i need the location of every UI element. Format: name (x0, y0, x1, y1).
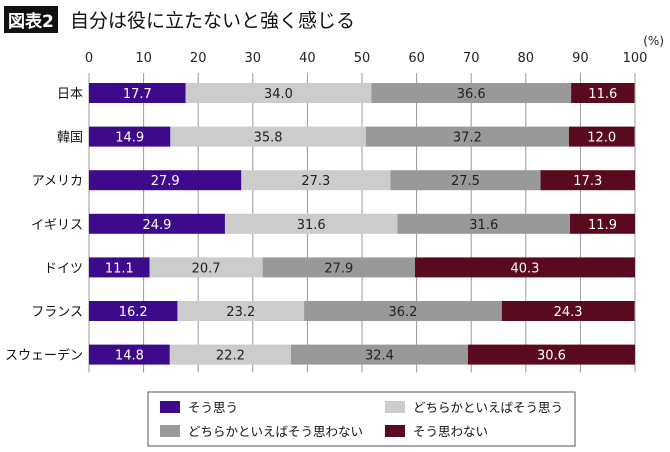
data-label: 16.2 (119, 305, 148, 320)
bar-segment (568, 126, 635, 147)
bar-segment (304, 301, 502, 321)
category-label: ドイツ (44, 261, 83, 276)
data-label: 14.8 (115, 349, 144, 364)
bar-segment (89, 213, 225, 234)
x-tick-label: 100 (623, 51, 648, 66)
bar-segment (540, 170, 635, 191)
x-tick-label: 90 (572, 51, 589, 66)
bar-segment (291, 344, 468, 365)
bar-segment (89, 83, 186, 103)
legend-swatch (160, 425, 180, 437)
bar-segment (89, 344, 170, 365)
data-label: 32.4 (365, 349, 394, 364)
legend-label: そう思う (188, 400, 238, 415)
data-label: 24.9 (143, 218, 172, 233)
bar-segment (570, 213, 635, 234)
data-label: 17.3 (573, 174, 602, 189)
bar-segment (89, 301, 178, 321)
bar-segment (224, 213, 398, 234)
bar-segment (89, 126, 171, 147)
bar-segment (262, 257, 415, 278)
data-label: 14.9 (115, 131, 144, 146)
bar-segment (571, 83, 635, 103)
data-label: 11.1 (105, 261, 134, 276)
legend-label: どちらかといえばそう思う (413, 400, 563, 415)
legend-label: どちらかといえばそう思わない (188, 424, 363, 439)
bar-segment (501, 301, 635, 321)
data-label: 22.2 (216, 349, 245, 364)
x-tick-label: 30 (245, 51, 262, 66)
data-label: 27.9 (151, 174, 180, 189)
legend-label: そう思わない (413, 424, 488, 439)
legend-swatch (160, 401, 180, 413)
legend-swatch (385, 425, 405, 437)
bar-segment (241, 170, 391, 191)
category-label: アメリカ (32, 174, 83, 189)
bar-segment (185, 83, 372, 103)
x-tick-label: 0 (85, 51, 93, 66)
data-label: 37.2 (453, 131, 482, 146)
legend-box (147, 391, 576, 447)
chart-title: 自分は役に立たないと強く感じる (70, 10, 356, 32)
unit-label: (%) (643, 34, 664, 48)
data-label: 27.3 (301, 174, 330, 189)
x-tick-label: 70 (463, 51, 480, 66)
data-label: 24.3 (554, 305, 583, 320)
data-label: 11.6 (588, 87, 617, 102)
x-tick-label: 40 (299, 51, 316, 66)
category-label: スウェーデン (5, 348, 83, 364)
category-label: フランス (31, 305, 83, 320)
legend-swatch (385, 401, 405, 413)
x-tick-label: 10 (135, 51, 152, 66)
data-label: 31.6 (297, 218, 326, 233)
x-tick-label: 20 (190, 51, 207, 66)
x-tick-label: 50 (354, 51, 371, 66)
x-tick-label: 60 (408, 51, 425, 66)
data-label: 35.8 (254, 131, 283, 146)
x-tick-label: 80 (518, 51, 535, 66)
bar-segment (414, 257, 635, 278)
data-label: 31.6 (469, 218, 498, 233)
bar-segment (397, 213, 571, 234)
category-label: 日本 (57, 87, 83, 102)
data-label: 40.3 (511, 261, 540, 276)
data-label: 27.5 (451, 174, 480, 189)
data-label: 36.2 (388, 305, 417, 320)
bar-segment (177, 301, 305, 321)
bar-segment (467, 344, 635, 365)
bar-segment (89, 257, 150, 278)
figure-number-badge: 図表2 (4, 6, 58, 33)
category-label: 韓国 (57, 131, 83, 146)
data-label: 34.0 (264, 87, 293, 102)
bar-segment (371, 83, 572, 103)
bar-segment (390, 170, 541, 191)
data-label: 30.6 (537, 349, 566, 364)
bar-segment (89, 170, 242, 191)
bar-segment (170, 126, 366, 147)
data-label: 12.0 (587, 131, 616, 146)
bar-segment (169, 344, 292, 365)
category-label: イギリス (31, 218, 83, 233)
data-label: 36.6 (457, 87, 486, 102)
data-label: 27.9 (324, 261, 353, 276)
data-label: 11.9 (588, 218, 617, 233)
data-label: 17.7 (123, 87, 152, 102)
data-label: 23.2 (226, 305, 255, 320)
data-label: 20.7 (192, 261, 221, 276)
bar-segment (149, 257, 263, 278)
bar-segment (365, 126, 569, 147)
